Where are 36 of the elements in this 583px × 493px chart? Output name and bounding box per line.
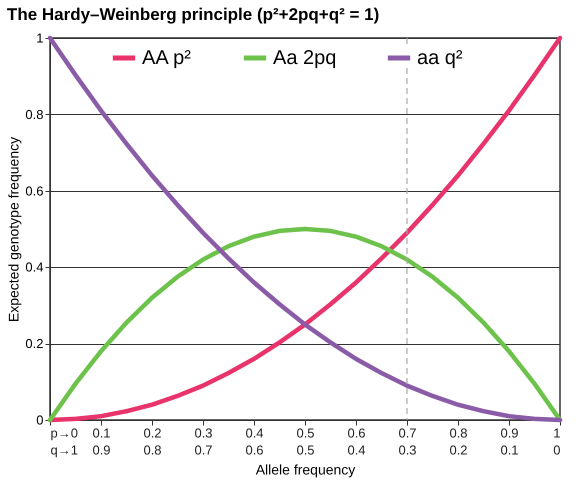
line-series — [48, 226, 562, 422]
x-tick-label: 1 — [553, 426, 560, 440]
x-tick-label: p→0 — [50, 426, 78, 440]
x-axis-title: Allele frequency — [256, 462, 356, 478]
y-tick-label: 0.8 — [25, 106, 44, 122]
x2-tick-label: 0.1 — [500, 442, 519, 458]
y-tick-label: 0.2 — [25, 336, 44, 352]
x-tick-label: 0.7 — [398, 426, 417, 440]
x-tick-label: 0.2 — [143, 426, 162, 440]
y-tick-label: 0 — [36, 412, 44, 428]
x-tick-label: 0.1 — [92, 426, 111, 440]
x-tick-label: 0.9 — [500, 426, 519, 440]
x2-tick-label: 0.4 — [347, 442, 366, 458]
chart-title: The Hardy–Weinberg principle (p²+2pq+q² = 1) — [6, 5, 380, 24]
x2-tick-label: 0 — [553, 442, 560, 458]
x2-tick-label: 0.3 — [398, 442, 417, 458]
x-tick-label: 0.8 — [449, 426, 468, 440]
x2-tick-label: q→1 — [50, 442, 78, 458]
x2-tick-label: 0.6 — [245, 442, 264, 458]
x2-tick-label: 0.8 — [143, 442, 162, 458]
x-tick-label: 0.6 — [347, 426, 366, 440]
x-tick-label: 0.4 — [245, 426, 264, 440]
legend-label: Aa 2pq — [273, 47, 336, 69]
y-axis-title: Expected genotype frequency — [5, 136, 22, 322]
line-series — [48, 36, 562, 422]
x-tick-label: 0.3 — [194, 426, 213, 440]
y-tick-label: 1 — [36, 30, 44, 46]
x2-tick-label: 0.5 — [296, 442, 315, 458]
legend-label: AA p² — [142, 47, 192, 69]
x2-tick-label: 0.2 — [449, 442, 468, 458]
y-tick-label: 0.4 — [25, 260, 44, 275]
x2-tick-label: 0.9 — [92, 442, 111, 458]
y-tick-label: 0.6 — [25, 183, 44, 198]
x-tick-label: 0.5 — [296, 426, 315, 440]
legend-label: aa q² — [417, 47, 463, 69]
x2-tick-label: 0.7 — [194, 442, 213, 458]
